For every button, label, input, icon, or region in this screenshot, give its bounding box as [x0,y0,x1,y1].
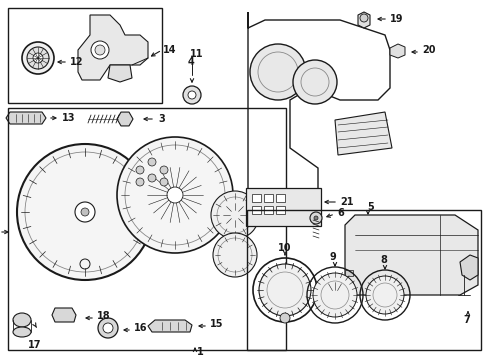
Circle shape [280,313,289,323]
Circle shape [313,216,317,220]
Polygon shape [334,112,391,155]
Circle shape [359,14,367,22]
Polygon shape [459,255,477,280]
Circle shape [213,233,257,277]
Polygon shape [78,15,148,80]
Polygon shape [108,65,132,82]
Circle shape [312,273,356,317]
Text: 9: 9 [329,252,336,262]
Text: 18: 18 [97,311,110,321]
Text: 4: 4 [187,57,194,67]
Bar [251,194,261,202]
Text: 21: 21 [339,197,353,207]
Circle shape [187,91,196,99]
Bar [245,188,320,226]
Circle shape [17,144,153,280]
Circle shape [167,187,183,203]
Polygon shape [6,112,46,124]
Circle shape [95,45,105,55]
Bar [264,194,272,202]
Bar [275,206,285,214]
Ellipse shape [13,313,31,327]
Text: 10: 10 [278,243,291,253]
Polygon shape [52,308,76,322]
Bar [275,194,285,202]
Text: 6: 6 [336,208,343,218]
Text: 11: 11 [190,49,203,59]
Circle shape [91,41,109,59]
Bar [345,282,352,288]
Text: 19: 19 [389,14,403,24]
Circle shape [259,264,310,316]
Circle shape [160,178,168,186]
Circle shape [117,137,232,253]
Text: 15: 15 [209,319,223,329]
Circle shape [160,166,168,174]
Text: 14: 14 [163,45,176,55]
Text: 8: 8 [379,255,386,265]
Circle shape [292,60,336,104]
Bar [251,206,261,214]
Circle shape [365,276,403,314]
Bar [246,210,480,350]
Circle shape [136,166,143,174]
Text: 1: 1 [197,347,203,357]
Circle shape [148,158,156,166]
Text: 5: 5 [366,202,373,212]
Text: 12: 12 [70,57,83,67]
Circle shape [33,53,43,63]
Text: 17: 17 [28,340,41,350]
Circle shape [249,44,305,100]
Text: 7: 7 [462,315,469,325]
Circle shape [210,191,259,239]
Bar [8,8,162,103]
Ellipse shape [13,327,31,337]
Bar [8,108,285,350]
Polygon shape [389,44,404,58]
Polygon shape [345,215,477,295]
Text: 3: 3 [158,114,164,124]
Circle shape [75,202,95,222]
Text: 13: 13 [62,113,75,123]
Circle shape [148,174,156,182]
Circle shape [27,47,49,69]
Text: 16: 16 [134,323,147,333]
Circle shape [103,323,113,333]
Bar [345,270,352,276]
Circle shape [22,42,54,74]
Bar [264,206,272,214]
Circle shape [136,178,143,186]
Circle shape [309,212,321,224]
Circle shape [183,86,201,104]
Circle shape [81,208,89,216]
Polygon shape [148,320,192,332]
Text: 20: 20 [421,45,435,55]
Polygon shape [357,12,369,28]
Circle shape [98,318,118,338]
